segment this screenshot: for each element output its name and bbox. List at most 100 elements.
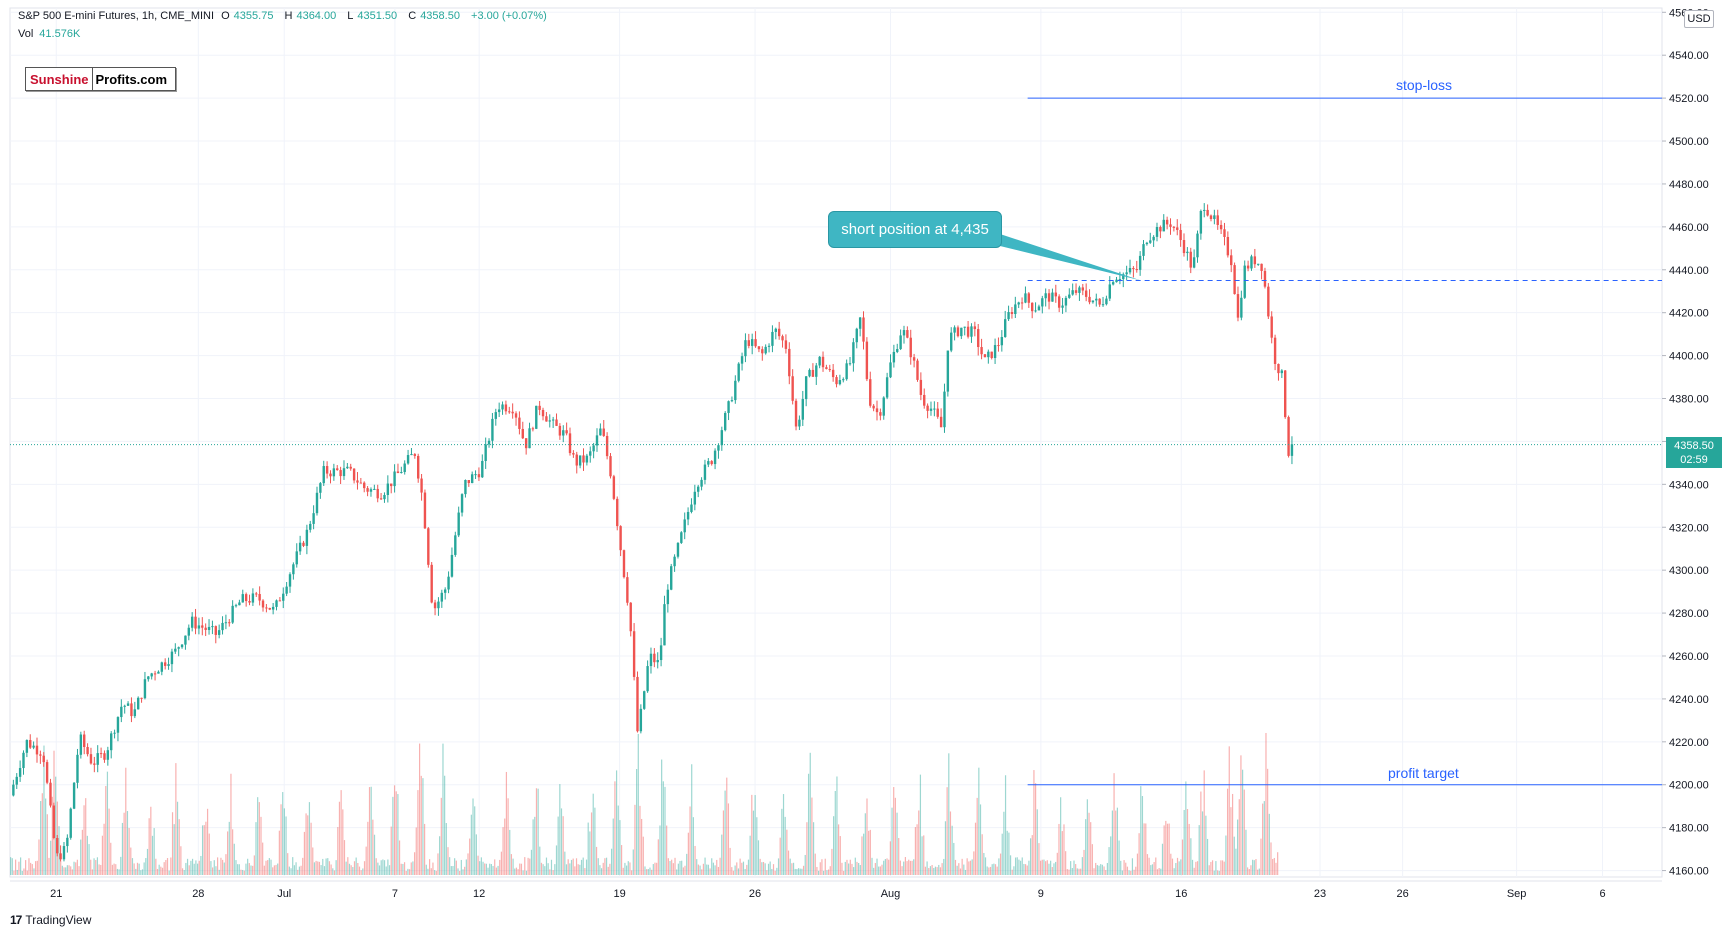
volume-bar <box>277 863 279 875</box>
candle-body <box>616 498 619 527</box>
volume-bar <box>1252 859 1254 875</box>
volume-bar <box>41 793 43 875</box>
volume-bar <box>499 859 501 875</box>
volume-bar <box>634 804 636 875</box>
volume-bar <box>1126 866 1129 875</box>
candle-body <box>390 483 393 487</box>
volume-bar <box>103 823 105 875</box>
candle-body <box>909 337 912 358</box>
candle-body <box>683 519 686 533</box>
candle-body <box>403 463 406 473</box>
candle-body <box>1172 226 1176 228</box>
candle-body <box>315 492 319 514</box>
volume-bar <box>1014 857 1017 875</box>
volume-bar <box>941 863 943 875</box>
candle-body <box>204 627 207 630</box>
volume-bar <box>1006 830 1008 875</box>
volume-bar <box>831 848 833 875</box>
volume-bar <box>841 862 843 875</box>
candle-body <box>879 412 882 416</box>
candle-body <box>396 471 400 474</box>
volume-bar <box>1262 803 1264 875</box>
candle-body <box>1108 284 1111 299</box>
volume-bar <box>944 821 947 875</box>
volume-bar <box>1191 859 1194 875</box>
candle-body <box>99 753 103 755</box>
volume-bar <box>464 866 466 875</box>
volume-bar <box>252 865 254 875</box>
volume-bar <box>864 813 866 875</box>
tradingview-brand[interactable]: 17 TradingView <box>10 913 91 927</box>
volume-bar <box>282 792 284 875</box>
volume-bar <box>520 863 523 875</box>
volume-bar <box>1243 789 1245 875</box>
volume-bar <box>459 870 461 875</box>
volume-bar <box>540 862 543 875</box>
volume-bar <box>253 855 255 875</box>
volume-bar <box>624 862 626 875</box>
volume-bar <box>545 857 548 875</box>
volume-bar <box>151 835 154 875</box>
volume-bar <box>699 865 701 875</box>
volume-bar <box>777 858 780 875</box>
volume-bar <box>812 822 815 875</box>
volume-bar <box>1053 863 1055 875</box>
candle-body <box>896 349 899 352</box>
volume-bar <box>838 824 840 875</box>
candle-body <box>754 339 757 347</box>
volume-bar <box>584 868 586 875</box>
volume-bar <box>772 864 775 875</box>
candle-body <box>72 782 76 809</box>
candle-body <box>993 345 997 359</box>
x-tick-label: 9 <box>1038 888 1044 900</box>
volume-bar <box>469 838 471 875</box>
volume-bar <box>467 853 469 875</box>
volume-bar <box>542 864 544 875</box>
candle-body <box>285 586 288 594</box>
volume-bar <box>11 858 13 875</box>
candle-body <box>1179 229 1182 241</box>
candle-body <box>1284 370 1287 418</box>
volume-bar <box>1111 810 1113 875</box>
volume-bar <box>445 823 447 875</box>
volume-bar <box>978 767 980 875</box>
volume-bar <box>679 860 681 875</box>
volume-bar <box>1168 823 1170 875</box>
candle-body <box>673 556 676 567</box>
volume-bar <box>38 839 40 875</box>
volume-bar <box>1215 861 1217 875</box>
currency-button[interactable]: USD <box>1684 10 1714 28</box>
volume-bar <box>569 863 571 875</box>
candle-body <box>835 377 838 385</box>
volume-bar <box>475 834 477 875</box>
candle-body <box>622 550 626 578</box>
volume-bar <box>362 868 364 875</box>
volume-bar <box>235 860 237 875</box>
volume-bar <box>58 826 60 875</box>
volume-bar <box>612 818 614 875</box>
volume-bar <box>999 853 1002 875</box>
volume-bar <box>113 863 115 875</box>
volume-bar <box>242 869 244 875</box>
candle-body <box>1101 304 1105 306</box>
candle-body <box>12 784 15 796</box>
candle-body <box>676 542 680 557</box>
candle-body <box>946 350 950 392</box>
volume-bar <box>1158 868 1160 875</box>
candle-body <box>808 369 811 377</box>
volume-bar <box>415 827 417 875</box>
candle-body <box>912 357 916 361</box>
candle-body <box>710 461 713 465</box>
volume-bar <box>502 827 504 875</box>
tradingview-label: TradingView <box>25 913 92 927</box>
volume-bar <box>338 801 341 875</box>
volume-bar <box>582 857 584 875</box>
volume-bar <box>946 787 948 875</box>
volume-bar <box>759 858 761 875</box>
volume-bar <box>924 866 927 875</box>
candle-body <box>1057 296 1061 308</box>
last-price-tag: 4358.50 02:59 <box>1666 437 1722 468</box>
volume-bar <box>782 794 785 875</box>
volume-bar <box>1055 861 1057 875</box>
